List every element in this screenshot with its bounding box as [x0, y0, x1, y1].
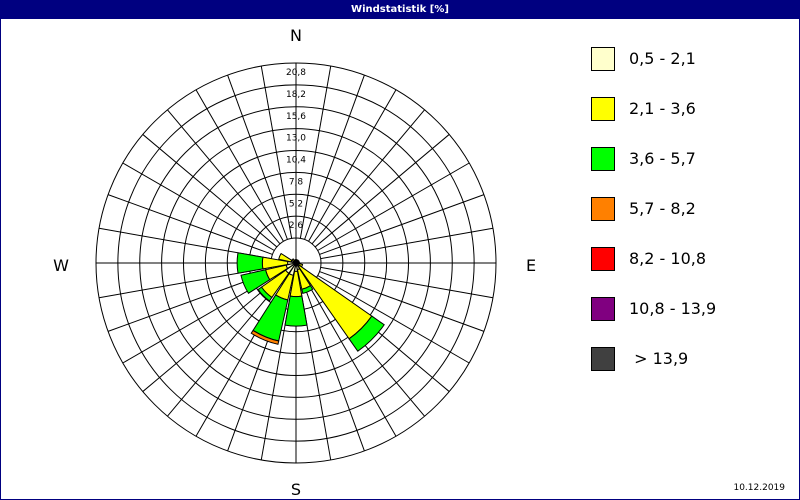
wind-bar-segment [301, 285, 314, 294]
ring-label: 15,6 [286, 112, 306, 122]
ring-label: 20,8 [286, 68, 306, 78]
wind-bar-segment [291, 258, 296, 263]
legend-item: 10,8 - 13,9 [591, 295, 791, 345]
grid-spoke [308, 89, 397, 242]
legend-label: 5,7 - 8,2 [629, 199, 696, 218]
legend-swatch [591, 247, 615, 271]
compass-north: N [290, 26, 302, 45]
wind-bar-segment [278, 252, 293, 263]
grid-spoke [311, 109, 425, 245]
ring-label: 18,2 [286, 90, 306, 100]
legend-item: 3,6 - 5,7 [591, 145, 791, 195]
grid-spoke [319, 194, 485, 255]
legend-item: > 13,9 [591, 345, 791, 395]
ring-labels: 2,6 5,2 7,8 10,4 13,0 15,6 18,2 20,8 [286, 68, 306, 231]
grid-spoke [319, 271, 485, 332]
grid-spoke [304, 74, 365, 240]
compass-west: W [53, 256, 69, 275]
grid-spoke [122, 162, 275, 251]
grid-spoke [304, 286, 365, 452]
wind-rose-chart: 2,6 5,2 7,8 10,4 13,0 15,6 18,2 20,8 N E S W [53, 26, 536, 499]
ring-label: 5,2 [289, 199, 303, 209]
date-stamp: 10.12.2019 [733, 483, 785, 493]
wind-bar-segment [348, 315, 385, 352]
ring-label: 2,6 [289, 221, 304, 231]
grid-spoke [167, 109, 281, 245]
compass-south: S [291, 480, 301, 499]
compass-east: E [526, 256, 536, 275]
ring-label: 7,8 [289, 177, 304, 187]
ring-label: 13,0 [286, 134, 306, 144]
wind-bars [236, 252, 385, 352]
legend-swatch [591, 347, 615, 371]
grid-spoke [317, 162, 470, 251]
grid-spoke [195, 89, 284, 242]
legend-swatch [591, 147, 615, 171]
window-title: Windstatistik [%] [1, 1, 799, 19]
grid-spoke [142, 278, 278, 392]
wind-bar-segment [257, 286, 273, 302]
legend-item: 2,1 - 3,6 [591, 95, 791, 145]
grid-spoke [299, 65, 332, 239]
legend-item: 8,2 - 10,8 [591, 245, 791, 295]
grid-spoke [107, 194, 273, 255]
wind-bar-segment [236, 252, 264, 274]
legend-label: 10,8 - 13,9 [629, 299, 717, 318]
grid-spoke [320, 227, 494, 260]
polar-grid [95, 62, 497, 464]
wind-bar-segment [293, 259, 297, 263]
wind-bar-segment [240, 269, 271, 294]
legend-swatch [591, 47, 615, 71]
legend-label: 3,6 - 5,7 [629, 149, 696, 168]
legend: 0,5 - 2,1 2,1 - 3,6 3,6 - 5,7 5,7 - 8,2 8,2 … [591, 45, 791, 395]
ring-label: 10,4 [286, 156, 306, 166]
legend-label: 8,2 - 10,8 [629, 249, 707, 268]
legend-label: 2,1 - 3,6 [629, 99, 696, 118]
legend-item: 0,5 - 2,1 [591, 45, 791, 95]
wind-bar-segment [284, 295, 308, 327]
wind-bar-segment [250, 329, 280, 345]
legend-swatch [591, 197, 615, 221]
grid-spoke [317, 275, 470, 364]
legend-label: 0,5 - 2,1 [629, 49, 696, 68]
grid-spoke [142, 134, 278, 248]
legend-swatch [591, 97, 615, 121]
grid-spoke [167, 281, 281, 417]
wind-bar-segment [297, 264, 373, 340]
legend-item: 5,7 - 8,2 [591, 195, 791, 245]
grid-spoke [308, 284, 397, 437]
grid-spoke [314, 134, 450, 248]
grid-spoke [320, 266, 494, 299]
legend-swatch [591, 297, 615, 321]
grid-spoke [227, 74, 288, 240]
grid-spoke [260, 65, 293, 239]
legend-label: > 13,9 [629, 349, 689, 368]
